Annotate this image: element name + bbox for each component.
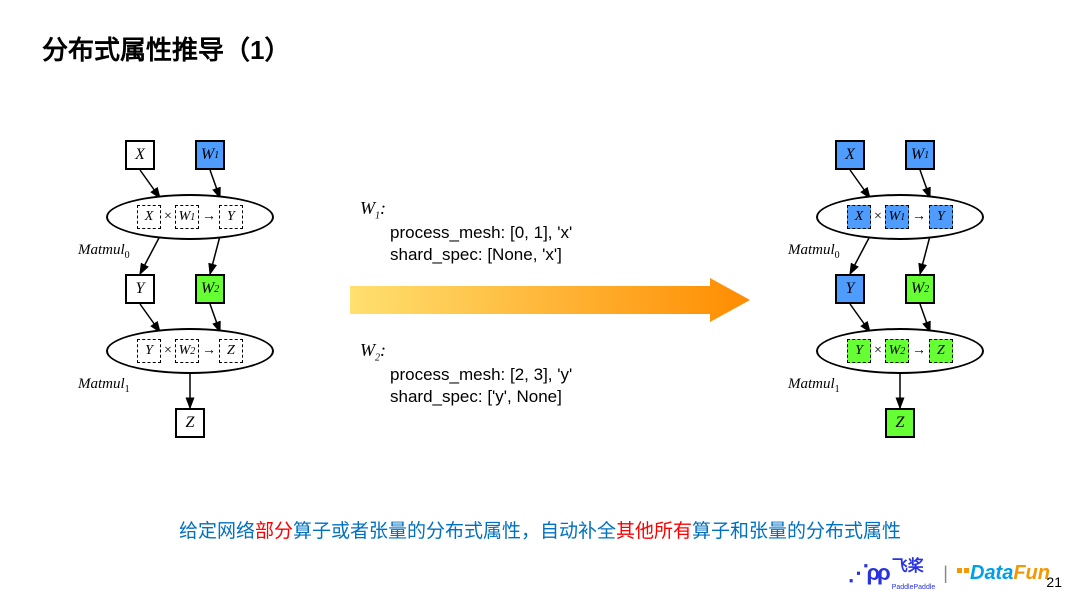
node-y: Y xyxy=(125,274,155,304)
inner-node: Y xyxy=(847,339,871,363)
w2-line1: process_mesh: [2, 3], 'y' xyxy=(390,364,572,386)
node-w2: W2 xyxy=(905,274,935,304)
slide-title: 分布式属性推导（1） xyxy=(42,30,290,67)
cap-p1: 给定网络 xyxy=(179,521,255,542)
inner-node: W2 xyxy=(175,339,199,363)
matmul0-ellipse: X×W1→Y xyxy=(816,194,984,240)
right-graph: XW1X×W1→YMatmul0YW2Y×W2→ZMatmul1Z xyxy=(790,140,1010,480)
inner-node: X xyxy=(137,205,161,229)
inner-node: Y xyxy=(219,205,243,229)
matmul-label: Matmul0 xyxy=(78,242,130,261)
inner-node: W2 xyxy=(885,339,909,363)
node-z: Z xyxy=(885,408,915,438)
w2-line2: shard_spec: ['y', None] xyxy=(390,386,572,408)
inner-node: Z xyxy=(219,339,243,363)
matmul-label: Matmul1 xyxy=(788,376,840,395)
matmul1-ellipse: Y×W2→Z xyxy=(816,328,984,374)
inner-node: Z xyxy=(929,339,953,363)
annotation-w2: W2: process_mesh: [2, 3], 'y' shard_spec… xyxy=(360,340,572,408)
cap-p2: 部分 xyxy=(255,521,293,542)
node-x: X xyxy=(125,140,155,170)
w2-head: W2: xyxy=(360,340,572,364)
w1-head: W1: xyxy=(360,198,572,222)
inner-node: Y xyxy=(137,339,161,363)
big-arrow-icon xyxy=(350,278,750,322)
node-w1: W1 xyxy=(195,140,225,170)
node-w1: W1 xyxy=(905,140,935,170)
cap-p4: 其他所有 xyxy=(616,521,692,542)
caption: 给定网络部分算子或者张量的分布式属性，自动补全其他所有算子和张量的分布式属性 xyxy=(0,516,1080,543)
page-number: 21 xyxy=(1046,574,1062,590)
inner-node: W1 xyxy=(175,205,199,229)
pp-sub: PaddlePaddle xyxy=(892,584,936,591)
inner-node: X xyxy=(847,205,871,229)
datafun-logo: DataFun xyxy=(956,562,1050,585)
inner-node: W1 xyxy=(885,205,909,229)
annotation-w1: W1: process_mesh: [0, 1], 'x' shard_spec… xyxy=(360,198,572,266)
pp-glyph-icon: ⋰ρρ xyxy=(847,560,887,586)
node-w2: W2 xyxy=(195,274,225,304)
cap-p5: 算子和张量的分布式属性 xyxy=(692,521,901,542)
matmul0-ellipse: X×W1→Y xyxy=(106,194,274,240)
w1-line2: shard_spec: [None, 'x'] xyxy=(390,244,572,266)
node-y: Y xyxy=(835,274,865,304)
matmul-label: Matmul0 xyxy=(788,242,840,261)
node-x: X xyxy=(835,140,865,170)
w1-line1: process_mesh: [0, 1], 'x' xyxy=(390,222,572,244)
footer-logos: ⋰ρρ 飞桨 PaddlePaddle | DataFun xyxy=(847,552,1050,594)
node-z: Z xyxy=(175,408,205,438)
matmul-label: Matmul1 xyxy=(78,376,130,395)
matmul1-ellipse: Y×W2→Z xyxy=(106,328,274,374)
footer-sep: | xyxy=(943,563,948,584)
inner-node: Y xyxy=(929,205,953,229)
pp-cn: 飞桨 xyxy=(892,558,924,575)
paddlepaddle-logo: ⋰ρρ 飞桨 PaddlePaddle xyxy=(847,552,935,594)
left-graph: XW1X×W1→YMatmul0YW2Y×W2→ZMatmul1Z xyxy=(80,140,300,480)
cap-p3: 算子或者张量的分布式属性，自动补全 xyxy=(293,521,616,542)
